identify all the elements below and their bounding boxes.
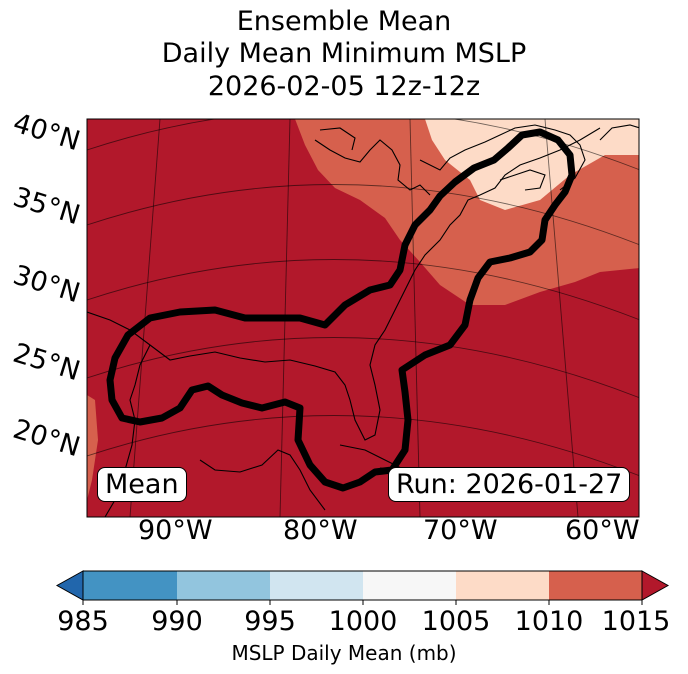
run-label: Run: 2026-01-27	[388, 467, 631, 502]
lon-label-60w: 60°W	[565, 515, 640, 546]
colorbar	[55, 570, 670, 605]
mean-label: Mean	[97, 467, 187, 502]
colorbar-tick-1010: 1010	[514, 606, 584, 637]
colorbar-tick-985: 985	[57, 606, 109, 637]
colorbar-bin-1010-1015	[549, 571, 642, 600]
colorbar-tick-1015: 1015	[601, 606, 671, 637]
colorbar-label: MSLP Daily Mean (mb)	[231, 641, 457, 665]
title-line-3: 2026-02-05 12z-12z	[207, 71, 481, 102]
colorbar-extend-below	[55, 570, 84, 601]
colorbar-tick-990: 990	[151, 606, 203, 637]
colorbar-bin-990-995	[177, 571, 270, 600]
colorbar-tick-1000: 1000	[328, 606, 398, 637]
colorbar-bin-1000-1005	[363, 571, 456, 600]
map-area	[87, 119, 639, 517]
pressure-1005-1010-field	[425, 119, 639, 210]
colorbar-bin-1005-1010	[456, 571, 549, 600]
title-line-1: Ensemble Mean	[236, 6, 452, 37]
colorbar-bin-985-990	[83, 571, 177, 600]
colorbar-bin-995-1000	[270, 571, 363, 600]
lon-label-80w: 80°W	[283, 515, 358, 546]
colorbar-tick-995: 995	[244, 606, 296, 637]
colorbar-extend-above	[641, 570, 670, 601]
contour-line	[106, 128, 576, 492]
colorbar-tick-1005: 1005	[421, 606, 491, 637]
pressure-1010-1015-field-west	[87, 395, 98, 500]
title-line-2: Daily Mean Minimum MSLP	[161, 38, 527, 69]
map-frame	[86, 118, 640, 518]
lon-label-90w: 90°W	[138, 515, 213, 546]
lon-label-70w: 70°W	[423, 515, 498, 546]
